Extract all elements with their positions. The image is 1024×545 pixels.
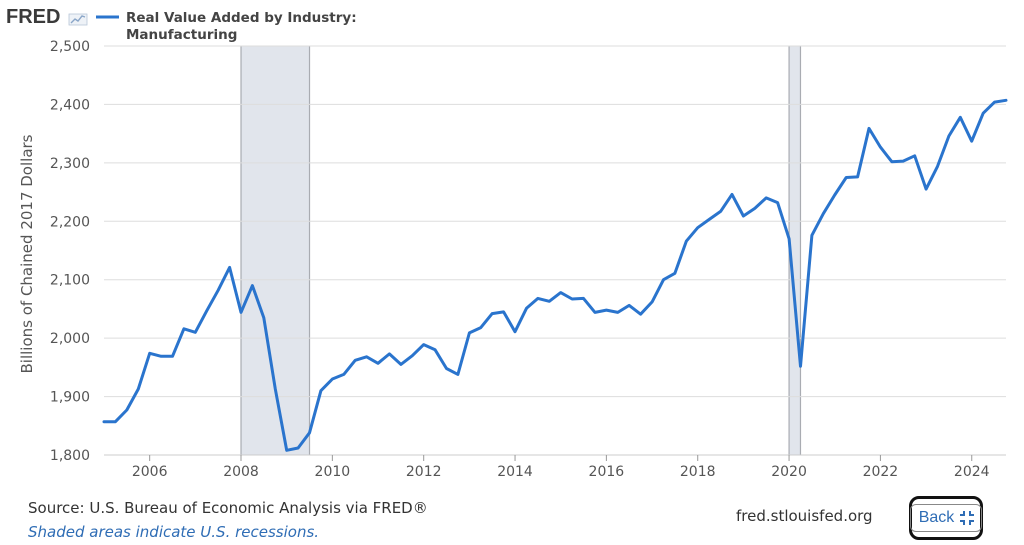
recession-note: Shaded areas indicate U.S. recessions. [28,523,320,541]
x-tick-label: 2006 [132,464,168,480]
fred-logo-text: FRED [6,6,60,28]
y-tick-label: 1,900 [50,390,90,406]
series-points [104,100,1006,450]
x-tick-label: 2016 [589,464,625,480]
y-tick-label: 2,200 [50,214,90,230]
back-button[interactable]: Back [909,496,983,540]
y-tick-label: 2,400 [50,97,90,113]
y-tick-label: 2,000 [50,331,90,347]
y-axis-label: Billions of Chained 2017 Dollars [18,134,36,373]
y-axis-ticks: 1,800 1,900 2,000 2,100 2,200 2,300 2,400 2,500 [50,39,90,464]
gridlines [104,45,1006,456]
x-tick-label: 2010 [315,464,351,480]
back-button-inner[interactable]: Back [909,504,983,532]
x-tick-label: 2012 [406,464,442,480]
x-tick-label: 2024 [954,464,990,480]
y-tick-label: 2,300 [50,156,90,172]
legend-title: Real Value Added by Industry: [126,10,357,26]
x-tick-label: 2008 [223,464,259,480]
fred-logo: FRED [6,6,88,28]
x-tick-label: 2022 [863,464,899,480]
y-tick-label: 2,500 [50,39,90,55]
collapse-icon [960,511,975,525]
chart: FRED Real Value Added by Industry: Manuf… [6,6,1008,480]
source-text: Source: U.S. Bureau of Economic Analysis… [28,499,428,517]
fred-logo-icon [68,13,88,26]
x-tick-label: 2020 [771,464,807,480]
x-tick-label: 2018 [680,464,716,480]
back-button-label: Back [918,509,955,526]
y-tick-label: 1,800 [50,448,90,464]
x-tick-label: 2014 [497,464,533,480]
recession-shading [240,46,802,455]
series-line [102,98,1008,452]
recession-band [789,46,801,455]
y-tick-label: 2,100 [50,273,90,289]
x-axis-ticks: 2006 2008 2010 2012 2014 2016 2018 2020 2022 2024 [132,455,990,480]
legend-subtitle: Manufacturing [126,27,237,43]
site-url: fred.stlouisfed.org [736,507,873,525]
